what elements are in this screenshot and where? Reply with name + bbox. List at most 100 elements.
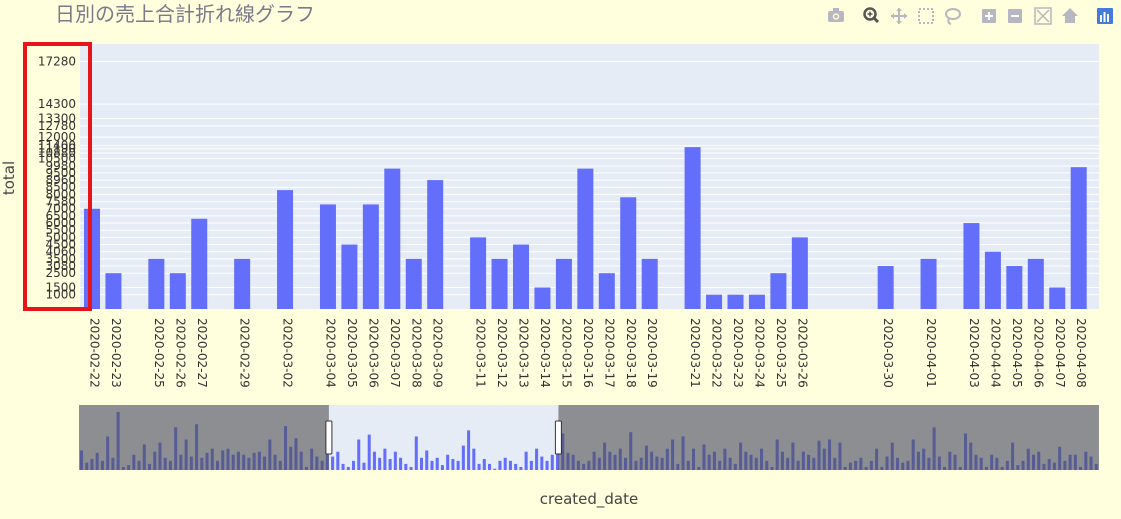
lasso-select-icon[interactable] <box>945 8 961 25</box>
rangeslider-bar <box>514 463 518 470</box>
y-tick-label: 1500 <box>45 281 76 295</box>
rangeslider-bar <box>420 457 424 470</box>
bar[interactable] <box>1049 287 1066 309</box>
x-tick-label: 2020-03-16 <box>581 318 595 388</box>
rangeslider-bar <box>404 463 408 470</box>
y-tick-label: 11400 <box>38 139 76 153</box>
bar[interactable] <box>513 244 529 309</box>
y-tick-label: 9980 <box>45 159 76 173</box>
bar[interactable] <box>748 294 765 309</box>
bar[interactable] <box>341 244 358 309</box>
zoom-out-icon[interactable] <box>1008 9 1022 23</box>
bar[interactable] <box>405 258 422 309</box>
bar[interactable] <box>384 168 401 309</box>
bar[interactable] <box>362 204 379 309</box>
bar[interactable] <box>620 197 637 309</box>
y-tick-label: 8500 <box>45 180 76 194</box>
rangeslider-bar <box>346 466 350 470</box>
zoom-icon[interactable] <box>863 7 880 24</box>
bar[interactable] <box>706 294 723 309</box>
rangeslider-bar <box>451 459 455 470</box>
bar[interactable] <box>577 168 594 309</box>
bar[interactable] <box>169 273 186 309</box>
plotly-logo-icon[interactable] <box>1097 8 1113 24</box>
rangeslider-bar <box>529 460 533 470</box>
rangeslider-bar <box>508 460 512 470</box>
bar[interactable] <box>555 258 572 309</box>
y-tick-label: 8960 <box>45 173 76 187</box>
zoom-in-icon[interactable] <box>982 9 996 23</box>
bar[interactable] <box>984 251 1001 309</box>
bar[interactable] <box>791 237 808 309</box>
x-tick-label: 2020-03-25 <box>774 318 788 388</box>
bar[interactable] <box>277 190 294 309</box>
bar[interactable] <box>234 258 251 309</box>
rangeslider-bar <box>535 448 539 470</box>
bar[interactable] <box>963 223 980 309</box>
bar[interactable] <box>684 147 701 309</box>
bar[interactable] <box>877 266 894 309</box>
rangeslider-bar <box>388 459 392 470</box>
x-tick-label: 2020-04-04 <box>988 318 1002 388</box>
x-tick-label: 2020-04-01 <box>924 318 938 388</box>
rangeslider-bar <box>503 457 507 470</box>
rangeslider-bar <box>372 451 376 470</box>
rangeslider-bar <box>524 451 528 470</box>
rangeslider-bar <box>378 457 382 470</box>
bar[interactable] <box>105 273 122 309</box>
camera-icon[interactable] <box>828 8 844 22</box>
rangeslider-bar <box>488 463 492 470</box>
rangeslider-handle-right[interactable] <box>554 420 562 455</box>
x-tick-label: 2020-02-27 <box>195 318 209 388</box>
pan-icon[interactable] <box>891 8 907 24</box>
x-tick-label: 2020-03-24 <box>752 318 766 388</box>
reset-axes-icon[interactable] <box>1062 8 1078 23</box>
rangeslider-bar <box>493 468 497 470</box>
y-tick-label: 2500 <box>45 266 76 280</box>
x-axis-title: created_date <box>540 490 638 509</box>
rangeslider-bar <box>540 456 544 470</box>
bar[interactable] <box>598 273 615 309</box>
x-tick-label: 2020-04-06 <box>1031 318 1045 388</box>
x-tick-label: 2020-03-12 <box>495 318 509 388</box>
y-tick-label: 10880 <box>38 146 76 160</box>
rangeslider-bar <box>367 434 371 470</box>
autoscale-icon[interactable] <box>1034 7 1052 25</box>
highlight-box <box>23 42 92 311</box>
x-tick-label: 2020-02-25 <box>152 318 166 388</box>
bar[interactable] <box>641 258 658 309</box>
rangeslider-bar <box>331 456 335 470</box>
bar[interactable] <box>427 180 444 309</box>
y-tick-label: 8000 <box>45 187 76 201</box>
bar[interactable] <box>534 287 551 309</box>
bar[interactable] <box>491 258 508 309</box>
rangeslider-bar <box>383 448 387 470</box>
x-tick-label: 2020-03-18 <box>624 318 638 388</box>
y-tick-label: 11190 <box>38 142 76 156</box>
rangeslider-handle-left[interactable] <box>325 420 333 455</box>
bar[interactable] <box>319 204 336 309</box>
rangeslider-bar <box>352 460 356 470</box>
bar[interactable] <box>470 237 487 309</box>
x-tick-label: 2020-02-22 <box>88 318 102 388</box>
y-tick-label: 7000 <box>45 202 76 216</box>
bar[interactable] <box>148 258 165 309</box>
bar[interactable] <box>1006 266 1023 309</box>
bar[interactable] <box>1070 167 1087 309</box>
rangeslider-bar <box>430 460 434 470</box>
bar[interactable] <box>191 218 208 309</box>
bar[interactable] <box>920 258 937 309</box>
box-select-icon[interactable] <box>918 8 934 24</box>
y-axis-title: total <box>0 161 18 195</box>
rangeslider-bar <box>467 430 471 470</box>
bar[interactable] <box>770 273 787 309</box>
rangeslider-bar <box>519 466 523 470</box>
rangeslider-mask-right <box>558 405 1099 470</box>
y-tick-label: 4060 <box>45 245 76 259</box>
x-tick-label: 2020-03-06 <box>366 318 380 388</box>
rangeslider-bar <box>440 465 444 470</box>
bar[interactable] <box>1027 258 1044 309</box>
bar[interactable] <box>727 294 744 309</box>
y-tick-label: 12780 <box>38 119 76 133</box>
